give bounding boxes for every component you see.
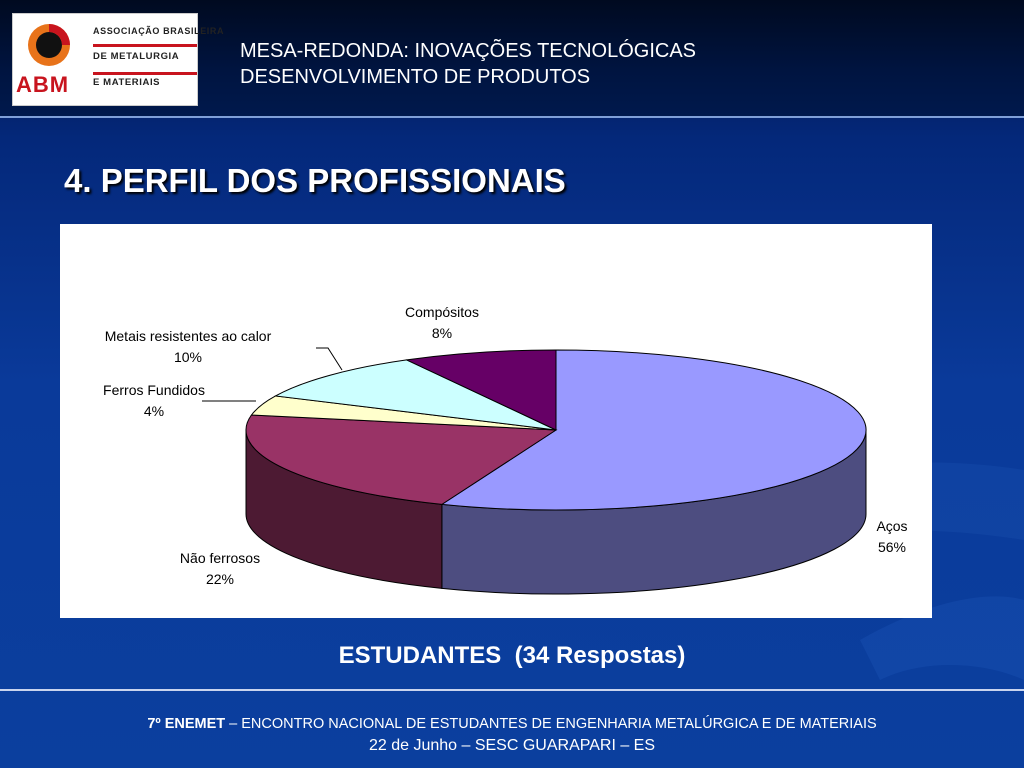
label-compositos-value: 8%: [431, 325, 453, 341]
footer-event-title: – ENCONTRO NACIONAL DE ESTUDANTES DE ENG…: [225, 716, 877, 732]
leader-metais: [316, 347, 343, 371]
label-acos-name: Aços: [876, 518, 908, 534]
logo-line-1: ASSOCIAÇÃO BRASILEIRA: [93, 26, 225, 36]
slice-acos: [440, 349, 867, 511]
footer: 7º ENEMET – ENCONTRO NACIONAL DE ESTUDAN…: [0, 713, 1024, 757]
label-ferros-name: Ferros Fundidos: [103, 382, 205, 398]
label-nao-ferrosos-value: 22%: [205, 571, 235, 587]
logo-text: ASSOCIAÇÃO BRASILEIRA DE METALURGIA E MA…: [93, 19, 225, 103]
logo-separator: [93, 44, 197, 47]
section-title: 4. PERFIL DOS PROFISSIONAIS: [64, 162, 566, 199]
slice-metais-resistentes-ao-calor: [273, 359, 557, 431]
chart-caption: ESTUDANTES (34 Respostas): [338, 642, 686, 669]
label-compositos: Compósitos 8%: [382, 302, 502, 344]
abm-logo: ABM ASSOCIAÇÃO BRASILEIRA DE METALURGIA …: [12, 13, 225, 106]
label-ferros: Ferros Fundidos 4%: [82, 380, 226, 422]
pie-chart: Compósitos 8% Metais resistentes ao calo…: [60, 224, 932, 618]
footer-divider: [0, 689, 1024, 691]
slice-nao-ferrosos: [245, 414, 558, 505]
label-acos-value: 56%: [877, 539, 907, 555]
label-acos: Aços 56%: [852, 516, 932, 558]
label-nao-ferrosos: Não ferrosos 22%: [160, 548, 280, 590]
label-metais-value: 10%: [173, 349, 203, 365]
label-metais-name: Metais resistentes ao calor: [104, 328, 272, 344]
logo-line-3: E MATERIAIS: [93, 77, 161, 88]
label-metais: Metais resistentes ao calor 10%: [78, 326, 298, 368]
logo-separator: [93, 72, 197, 75]
label-ferros-value: 4%: [143, 403, 165, 419]
abm-logo-mark: [28, 24, 70, 66]
header-title: MESA-REDONDA: INOVAÇÕES TECNOLÓGICAS DES…: [240, 38, 696, 90]
slice-compositos: [404, 349, 557, 431]
label-nao-ferrosos-name: Não ferrosos: [179, 550, 261, 566]
footer-event-name: 7º ENEMET: [147, 716, 226, 732]
header-divider: [0, 116, 1024, 118]
logo-line-2: DE METALURGIA: [93, 51, 180, 62]
logo-acronym: ABM: [16, 72, 70, 97]
footer-date-location: 22 de Junho – SESC GUARAPARI – ES: [368, 737, 656, 754]
pie-chart-svg: [202, 347, 867, 595]
label-compositos-name: Compósitos: [405, 304, 479, 320]
header-title-line-2: DESENVOLVIMENTO DE PRODUTOS: [240, 66, 591, 88]
header-title-line-1: MESA-REDONDA: INOVAÇÕES TECNOLÓGICAS: [240, 40, 697, 62]
